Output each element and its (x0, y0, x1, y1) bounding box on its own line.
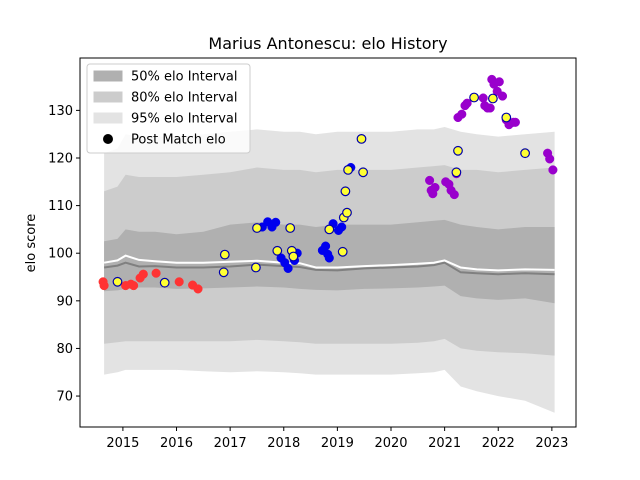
data-point-s3-20 (469, 92, 480, 103)
x-tick-label-2016: 2016 (160, 436, 193, 451)
data-point-s3-5 (252, 223, 262, 233)
data-point-s2-28 (548, 165, 558, 175)
y-tick-label-80: 80 (56, 342, 73, 357)
data-point-s2-16 (485, 103, 495, 113)
y-tick-label-110: 110 (48, 199, 73, 214)
data-point-s1-13 (324, 253, 334, 263)
data-point-s0-1 (99, 281, 109, 291)
data-point-s3-18 (451, 167, 462, 178)
data-point-s3-21 (488, 93, 498, 104)
data-point-s3-22 (501, 112, 512, 123)
data-point-s3-10 (324, 224, 335, 235)
data-point-s3-7 (285, 223, 296, 233)
data-point-s0-8 (151, 268, 161, 278)
y-tick-label-130: 130 (48, 104, 73, 119)
median-elo-line (103, 261, 555, 276)
x-tick-label-2015: 2015 (106, 436, 139, 451)
data-point-s3-19 (453, 145, 463, 156)
legend-label-2: 95% elo Interval (131, 112, 238, 127)
match-points (98, 74, 558, 294)
y-axis: 70 80 90 100 110 120 130 (48, 104, 80, 405)
median-lines (103, 254, 555, 276)
data-point-s3-0 (112, 276, 123, 287)
legend-label-3: Post Match elo (131, 133, 226, 148)
legend-swatch-1 (93, 91, 123, 103)
data-point-s3-9 (288, 251, 299, 262)
data-point-s2-13 (478, 93, 488, 103)
data-point-s3-15 (343, 164, 354, 175)
x-tick-label-2019: 2019 (321, 436, 354, 451)
post-match-elo-line (103, 254, 555, 272)
data-point-s3-4 (250, 262, 261, 273)
x-tick-label-2018: 2018 (267, 436, 300, 451)
legend: 50% elo Interval 80% elo Interval 95% elo … (86, 63, 251, 154)
data-point-s2-7 (449, 190, 459, 200)
data-point-s2-27 (545, 154, 555, 164)
data-point-s3-1 (159, 277, 170, 288)
data-point-s2-20 (494, 77, 504, 87)
data-point-s3-14 (340, 186, 351, 197)
y-tick-label-100: 100 (48, 247, 73, 262)
data-point-s3-6 (272, 245, 283, 256)
legend-box (86, 63, 251, 154)
y-tick-label-70: 70 (56, 390, 73, 405)
legend-label-1: 80% elo Interval (131, 91, 238, 106)
data-point-s0-11 (193, 284, 203, 294)
data-point-s2-10 (457, 109, 467, 119)
legend-swatch-0 (93, 70, 123, 82)
data-point-s2-21 (497, 91, 508, 101)
data-point-s3-16 (356, 133, 367, 144)
data-point-s2-0 (425, 175, 435, 185)
legend-label-0: 50% elo Interval (131, 70, 238, 85)
y-axis-label: elo score (24, 214, 39, 273)
legend-swatch-2 (93, 112, 123, 124)
y-tick-label-120: 120 (48, 151, 73, 166)
x-tick-label-2023: 2023 (535, 436, 568, 451)
data-point-s3-13 (342, 207, 352, 218)
legend-marker-3 (103, 134, 113, 144)
plot-area-frame (79, 57, 577, 428)
data-point-s3-2 (218, 267, 229, 278)
data-point-s3-23 (520, 148, 530, 159)
data-point-s1-7 (283, 263, 293, 273)
data-point-s3-11 (337, 246, 348, 257)
data-point-s2-3 (430, 182, 440, 193)
x-tick-label-2021: 2021 (428, 436, 461, 451)
x-tick-label-2022: 2022 (482, 436, 515, 451)
data-point-s0-7 (138, 269, 148, 279)
data-point-s0-9 (174, 277, 184, 287)
x-tick-label-2017: 2017 (214, 436, 247, 451)
data-point-s0-5 (129, 281, 139, 291)
data-point-s1-11 (321, 241, 331, 251)
data-point-s3-3 (219, 249, 230, 260)
data-point-s1-16 (337, 222, 347, 232)
data-point-s2-12 (462, 98, 472, 108)
data-point-s1-4 (271, 217, 281, 227)
data-point-s2-25 (510, 117, 520, 127)
x-axis: 2015 2016 2017 2018 2019 2020 2021 2022 2023 (106, 427, 568, 451)
chart-title: Marius Antonescu: elo History (208, 34, 447, 53)
y-tick-label-90: 90 (56, 294, 73, 309)
x-tick-label-2020: 2020 (374, 436, 407, 451)
data-point-s3-17 (358, 167, 369, 178)
